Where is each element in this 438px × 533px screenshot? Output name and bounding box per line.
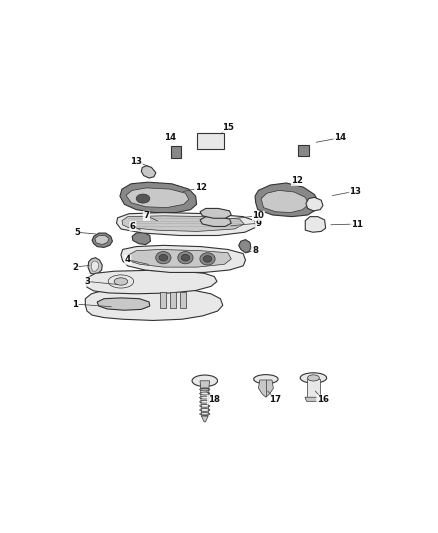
Polygon shape xyxy=(121,245,246,272)
Polygon shape xyxy=(122,216,244,231)
Polygon shape xyxy=(200,216,231,227)
Text: 14: 14 xyxy=(164,133,176,142)
Polygon shape xyxy=(141,166,156,178)
Text: 9: 9 xyxy=(255,219,261,228)
Ellipse shape xyxy=(192,375,218,386)
Text: 12: 12 xyxy=(195,183,207,192)
Polygon shape xyxy=(170,292,176,308)
Text: 5: 5 xyxy=(74,228,80,237)
Polygon shape xyxy=(200,381,209,388)
Polygon shape xyxy=(306,197,323,211)
Polygon shape xyxy=(132,232,151,245)
Ellipse shape xyxy=(200,253,215,265)
Polygon shape xyxy=(307,379,320,399)
Ellipse shape xyxy=(178,252,193,264)
Polygon shape xyxy=(171,146,181,158)
Polygon shape xyxy=(200,208,231,219)
Polygon shape xyxy=(129,249,231,267)
Text: 17: 17 xyxy=(269,395,282,404)
Polygon shape xyxy=(180,292,187,308)
Polygon shape xyxy=(126,188,189,207)
Text: 18: 18 xyxy=(208,395,219,404)
Text: 6: 6 xyxy=(130,222,136,231)
Polygon shape xyxy=(88,257,102,274)
Text: 10: 10 xyxy=(252,211,265,220)
Polygon shape xyxy=(258,380,273,397)
Text: 4: 4 xyxy=(125,255,131,264)
Polygon shape xyxy=(117,213,256,236)
Ellipse shape xyxy=(300,373,327,383)
Text: 3: 3 xyxy=(84,277,90,286)
Polygon shape xyxy=(120,182,197,213)
Polygon shape xyxy=(92,233,113,247)
Ellipse shape xyxy=(159,254,168,261)
Text: 11: 11 xyxy=(351,220,363,229)
Text: 2: 2 xyxy=(72,263,78,272)
Polygon shape xyxy=(305,397,322,401)
Ellipse shape xyxy=(254,375,278,384)
Polygon shape xyxy=(85,288,223,320)
Text: 15: 15 xyxy=(222,123,234,132)
Polygon shape xyxy=(255,183,319,216)
Text: 8: 8 xyxy=(252,246,258,255)
Ellipse shape xyxy=(181,254,190,261)
Polygon shape xyxy=(201,416,208,422)
Ellipse shape xyxy=(203,256,212,262)
Ellipse shape xyxy=(307,375,319,381)
Polygon shape xyxy=(197,133,224,149)
Polygon shape xyxy=(160,292,166,308)
Text: 14: 14 xyxy=(334,133,346,142)
Text: 13: 13 xyxy=(349,187,361,196)
Polygon shape xyxy=(298,145,309,156)
Ellipse shape xyxy=(156,252,171,264)
Ellipse shape xyxy=(136,194,150,203)
Text: 13: 13 xyxy=(130,157,142,166)
Polygon shape xyxy=(261,190,309,213)
Polygon shape xyxy=(91,261,99,271)
Polygon shape xyxy=(305,216,325,232)
Ellipse shape xyxy=(114,278,128,285)
Polygon shape xyxy=(201,389,209,415)
Text: 12: 12 xyxy=(291,176,304,185)
Text: 1: 1 xyxy=(72,300,78,309)
Text: 16: 16 xyxy=(317,395,329,404)
Polygon shape xyxy=(86,270,217,294)
Polygon shape xyxy=(95,236,109,245)
Text: 7: 7 xyxy=(143,211,149,220)
Polygon shape xyxy=(97,298,150,310)
Polygon shape xyxy=(239,240,251,253)
